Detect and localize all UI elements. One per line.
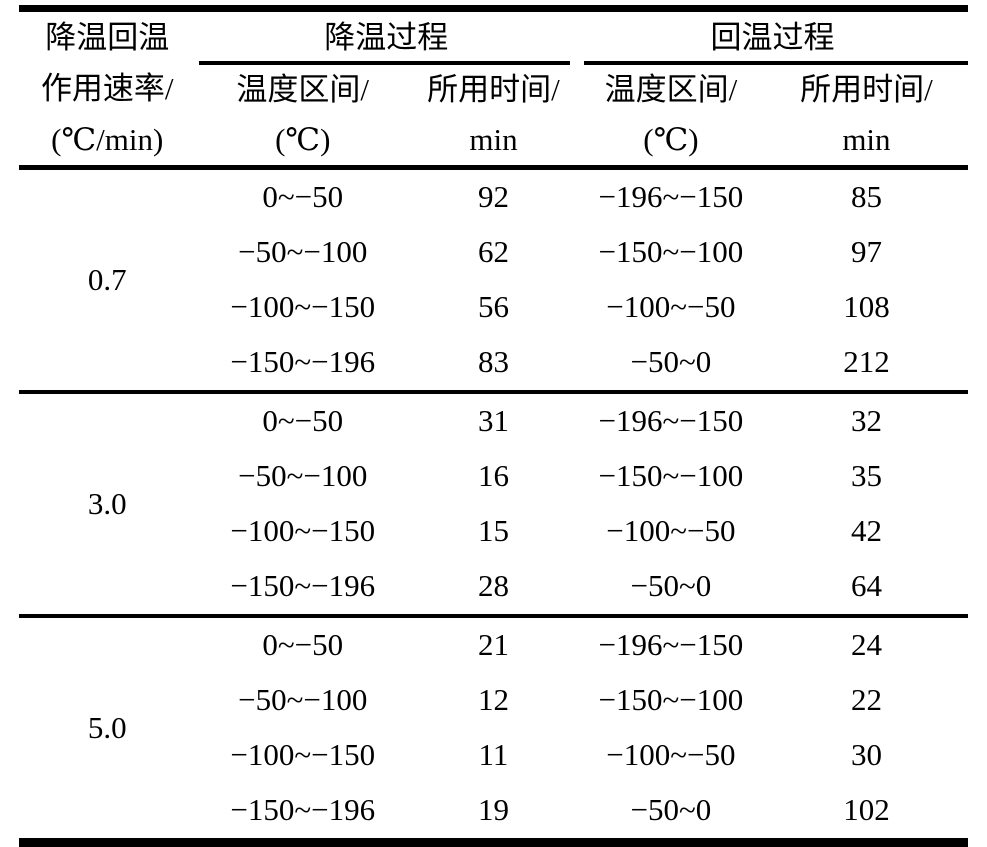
cool-range-cell: 0~−50 — [195, 614, 410, 673]
stub-header-line-2: 作用速率/ — [40, 71, 174, 106]
rate-group-0.7: 0.7 0~−50 92 −196~−150 85 −50~−100 62 −1… — [19, 168, 968, 393]
warm-range-cell: −100~−50 — [606, 737, 736, 773]
table-row: −100~−150 56 −100~−50 108 — [19, 280, 968, 335]
warm-range-cell: −150~−100 — [598, 234, 744, 270]
cool-time-cell: 92 — [477, 179, 509, 215]
cool-range-cell: −100~−150 — [230, 513, 376, 549]
stub-header-cell: 降温回温 作用速率/ (℃/min) — [19, 8, 196, 170]
rate-group-5.0: 5.0 0~−50 21 −196~−150 24 −50~−100 12 −1… — [19, 614, 968, 843]
cool-range-cell: 0~−50 — [195, 390, 410, 449]
table-row: −50~−100 16 −150~−100 35 — [19, 449, 968, 504]
warming-range-column-header: 温度区间/ (℃) — [576, 65, 765, 170]
table-row: −100~−150 15 −100~−50 42 — [19, 504, 968, 559]
cool-range-cell: −50~−100 — [238, 458, 368, 494]
cool-range-cell: −50~−100 — [238, 234, 368, 270]
warm-time-cell: 212 — [843, 344, 890, 380]
cool-time-cell: 56 — [477, 289, 509, 325]
warm-time-cell: 108 — [843, 289, 890, 325]
table-row: −150~−196 19 −50~0 102 — [19, 783, 968, 843]
warm-time-cell: 85 — [850, 179, 882, 215]
cool-range-cell: −150~−196 — [230, 792, 376, 828]
warm-range-cell: −50~0 — [630, 344, 712, 380]
warm-time-cell: 35 — [850, 458, 882, 494]
warm-time-cell: 22 — [850, 682, 882, 718]
cool-time-cell: 83 — [477, 344, 509, 380]
cool-range-cell: −150~−196 — [230, 568, 376, 604]
warm-range-cell: −100~−50 — [606, 513, 736, 549]
cooling-warming-rate-table: 降温回温 作用速率/ (℃/min) 降温过程 回温过程 温度区间/ (℃) 所… — [19, 5, 969, 847]
cool-range-cell: −150~−196 — [230, 344, 376, 380]
cool-time-cell: 19 — [477, 792, 509, 828]
table-row: −150~−196 28 −50~0 64 — [19, 559, 968, 616]
cool-range-cell: −50~−100 — [238, 682, 368, 718]
warming-time-header-line-2: min — [842, 122, 891, 157]
warm-range-cell: −150~−100 — [598, 458, 744, 494]
table-row: 5.0 0~−50 21 −196~−150 24 — [19, 614, 968, 843]
cooling-time-header-line-2: min — [469, 122, 518, 157]
warm-time-cell: 32 — [764, 390, 968, 449]
cool-time-cell: 16 — [477, 458, 509, 494]
cool-range-cell: 0~−50 — [262, 179, 344, 215]
cooling-time-column-header: 所用时间/ min — [409, 65, 577, 170]
cool-time-cell: 11 — [478, 737, 509, 773]
table-row: −150~−196 83 −50~0 212 — [19, 335, 968, 392]
header-group-row: 降温回温 作用速率/ (℃/min) 降温过程 回温过程 — [19, 8, 969, 170]
warm-range-cell: −50~0 — [630, 568, 712, 604]
rate-cell: 5.0 — [19, 614, 196, 843]
stub-header-line-1: 降温回温 — [45, 20, 170, 55]
warming-process-group-header: 回温过程 — [577, 9, 969, 66]
table-row: −100~−150 11 −100~−50 30 — [19, 728, 968, 783]
cool-time-cell: 62 — [477, 234, 509, 270]
warm-range-cell: −196~−150 — [598, 179, 744, 215]
warm-time-cell: 30 — [850, 737, 882, 773]
table-row: −50~−100 12 −150~−100 22 — [19, 673, 968, 728]
cool-time-cell: 12 — [477, 682, 509, 718]
warm-range-cell: −100~−50 — [606, 289, 736, 325]
warm-time-cell: 42 — [850, 513, 882, 549]
cool-time-cell: 28 — [477, 568, 509, 604]
warm-range-cell: −50~0 — [630, 792, 712, 828]
warming-range-header-line-2: (℃) — [643, 122, 699, 157]
table-row: −50~−100 62 −150~−100 97 — [19, 225, 968, 280]
stub-header-line-3: (℃/min) — [51, 122, 164, 157]
warm-range-cell: −196~−150 — [576, 614, 765, 673]
cool-time-cell: 15 — [477, 513, 509, 549]
warm-time-cell: 64 — [850, 568, 882, 604]
cooling-range-header-line-1: 温度区间/ — [236, 72, 370, 107]
warming-range-header-line-1: 温度区间/ — [604, 72, 738, 107]
rate-group-3.0: 3.0 0~−50 31 −196~−150 32 −50~−100 16 −1… — [19, 390, 968, 616]
rate-cell: 3.0 — [19, 390, 196, 616]
warming-time-header-line-1: 所用时间/ — [800, 72, 933, 107]
table-row: 0.7 0~−50 92 −196~−150 85 — [19, 168, 968, 297]
cool-time-cell: 31 — [409, 390, 577, 449]
cooling-range-header-line-2: (℃) — [275, 122, 331, 157]
warm-range-cell: −150~−100 — [598, 682, 744, 718]
cooling-process-group-header: 降温过程 — [196, 9, 577, 66]
rate-cell: 0.7 — [87, 261, 127, 297]
warm-range-cell: −196~−150 — [576, 390, 765, 449]
table-header: 降温回温 作用速率/ (℃/min) 降温过程 回温过程 温度区间/ (℃) 所… — [19, 8, 969, 170]
cooling-time-header-line-1: 所用时间/ — [427, 72, 560, 107]
cool-range-cell: −100~−150 — [230, 737, 376, 773]
cool-time-cell: 21 — [409, 614, 577, 673]
warm-time-cell: 24 — [764, 614, 968, 673]
header-sub-row: 温度区间/ (℃) 所用时间/ min 温度区间/ (℃) 所用时间/ min — [19, 65, 968, 170]
warm-time-cell: 102 — [843, 792, 890, 828]
table-row: 3.0 0~−50 31 −196~−150 32 — [19, 390, 968, 616]
warm-time-cell: 97 — [850, 234, 882, 270]
cooling-range-column-header: 温度区间/ (℃) — [195, 65, 410, 170]
cool-range-cell: −100~−150 — [230, 289, 376, 325]
warming-time-column-header: 所用时间/ min — [764, 65, 968, 170]
